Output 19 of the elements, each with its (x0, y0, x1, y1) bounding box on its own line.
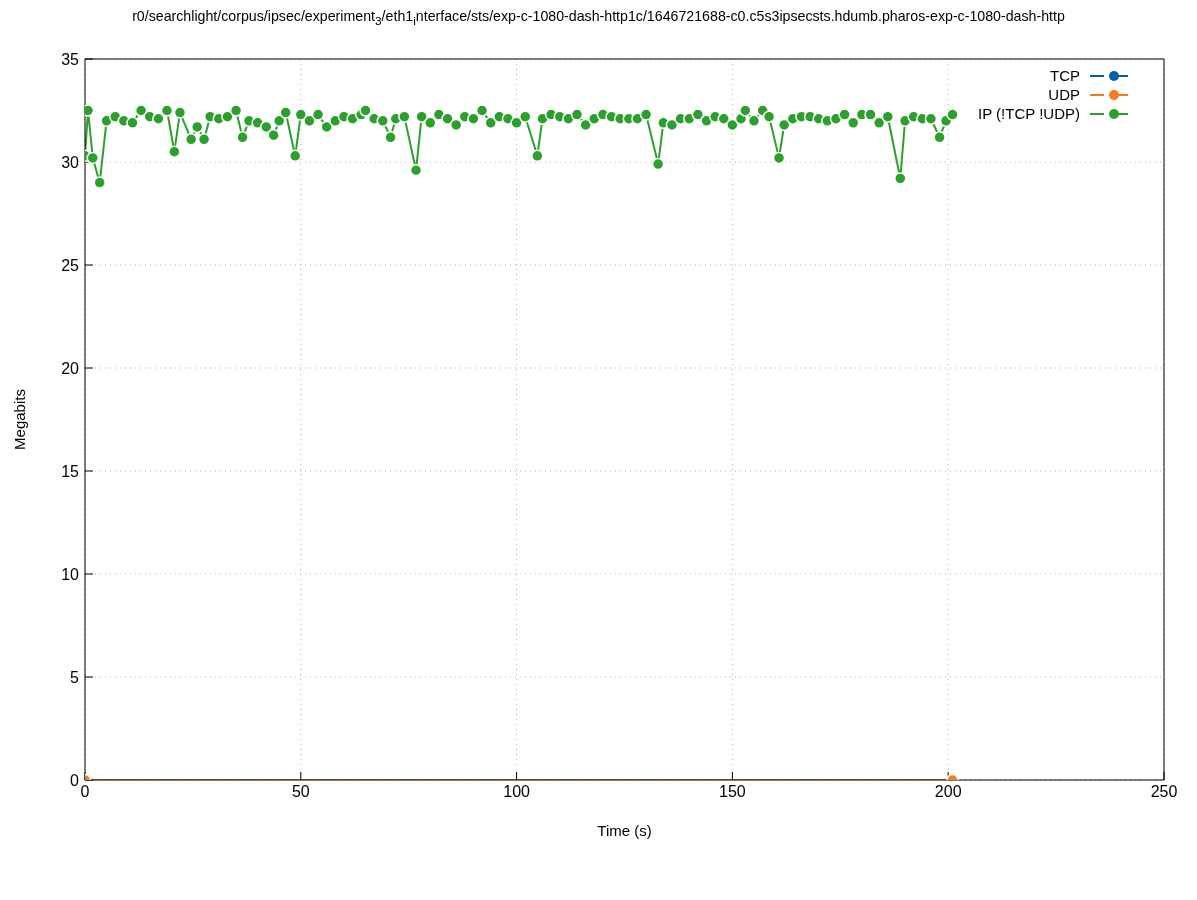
x-tick-label: 50 (291, 783, 310, 801)
x-tick-label: 100 (503, 783, 531, 801)
y-tick-label: 25 (61, 256, 80, 274)
y-tick-label: 0 (70, 771, 80, 789)
x-axis-title: Time (s) (597, 822, 652, 839)
y-axis-title: Megabits (11, 389, 29, 450)
legend-label: TCP (1050, 67, 1080, 84)
x-tick-label: 250 (1150, 783, 1178, 801)
y-tick-label: 10 (61, 565, 80, 583)
y-tick-label: 35 (61, 50, 80, 68)
x-tick-label: 150 (719, 783, 746, 801)
y-tick-label: 20 (61, 359, 80, 377)
y-tick-label: 15 (61, 462, 80, 480)
legend-label: UDP (1048, 86, 1080, 103)
x-tick-label: 200 (934, 783, 962, 801)
y-tick-label: 5 (70, 668, 80, 686)
legend-label: IP (!TCP !UDP) (978, 105, 1080, 122)
chart-title: r0/searchlight/corpus/ipsec/experiment$_{3}$/eth1$_{i}$nterface/sts/exp-c-1080-dash-http1c/1646721688-c0.c5s3ipsecsts.hdumb.pharos-exp-c-1080-dash-http (131, 8, 1066, 30)
y-tick-label: 30 (61, 153, 80, 171)
